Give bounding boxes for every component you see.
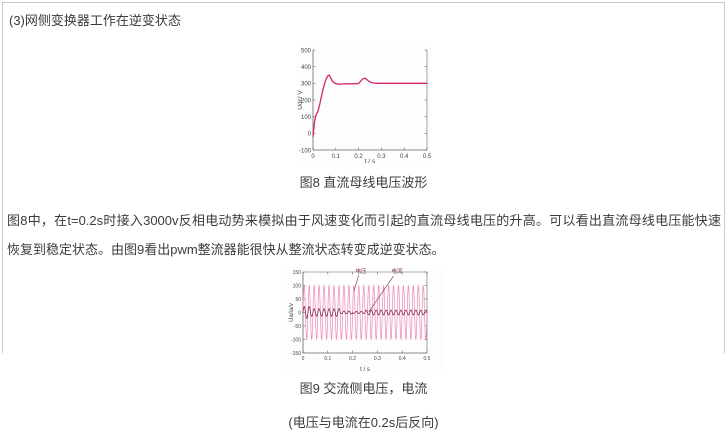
svg-text:0.4: 0.4: [400, 154, 409, 160]
svg-text:t / s: t / s: [365, 158, 376, 165]
svg-text:0.3: 0.3: [377, 154, 386, 160]
svg-text:0.1: 0.1: [324, 356, 331, 362]
body-paragraph: 图8中，在t=0.2s时接入3000v反相电动势来模拟由于风速变化而引起的直流母…: [7, 213, 721, 257]
svg-text:0.5: 0.5: [423, 154, 432, 160]
svg-text:0.1: 0.1: [332, 154, 341, 160]
svg-text:300: 300: [301, 82, 312, 88]
svg-text:0: 0: [298, 311, 301, 317]
svg-text:0.2: 0.2: [354, 154, 363, 160]
fig8-caption: 图8 直流母线电压波形: [299, 175, 428, 190]
svg-text:150: 150: [293, 270, 302, 276]
svg-text:0.2: 0.2: [349, 356, 356, 362]
svg-text:电流: 电流: [391, 267, 403, 275]
svg-text:100: 100: [293, 284, 302, 290]
svg-text:-100: -100: [299, 148, 312, 154]
svg-text:-150: -150: [291, 351, 301, 357]
svg-text:-50: -50: [294, 324, 301, 330]
svg-text:-100: -100: [291, 338, 301, 344]
svg-text:电压: 电压: [356, 267, 368, 275]
svg-text:Ua/ia/v: Ua/ia/v: [289, 303, 295, 322]
svg-text:0.3: 0.3: [374, 356, 381, 362]
svg-text:400: 400: [301, 65, 312, 71]
svg-text:Udc/ V: Udc/ V: [297, 90, 304, 110]
svg-text:t / s: t / s: [360, 367, 370, 373]
svg-text:500: 500: [301, 48, 312, 54]
svg-text:200: 200: [301, 98, 312, 104]
content-border: [2, 2, 725, 353]
svg-text:100: 100: [301, 115, 312, 121]
fig9-caption: 图9 交流侧电压，电流: [299, 381, 428, 396]
svg-text:0: 0: [311, 154, 315, 160]
svg-text:0: 0: [308, 132, 312, 138]
svg-text:50: 50: [295, 297, 301, 303]
svg-text:0: 0: [302, 356, 305, 362]
svg-text:0.4: 0.4: [399, 356, 406, 362]
fig9-ac-voltage-current-chart: 0 0.1 0.2 0.3 0.4 0.5 -150 -100 -50 0 50 100 150 t / …: [287, 267, 445, 373]
section-heading: (3)网侧变换器工作在逆变状态: [9, 13, 181, 28]
svg-text:0.5: 0.5: [424, 356, 431, 362]
fig9-note: (电压与电流在0.2s后反向): [288, 415, 439, 430]
